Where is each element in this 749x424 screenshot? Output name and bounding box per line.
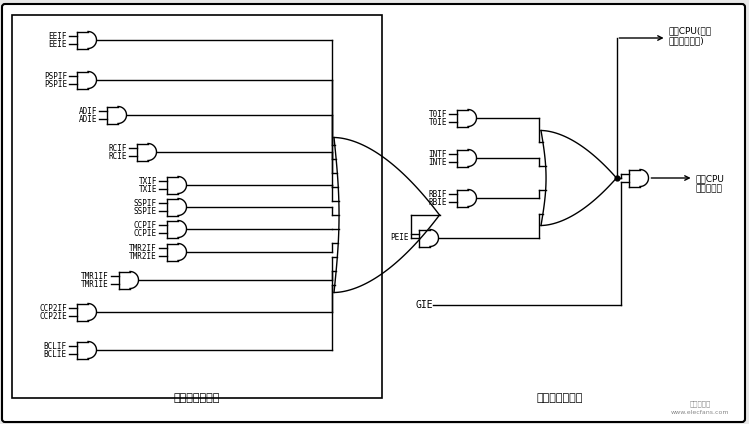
Text: ADIF: ADIF [79, 107, 97, 116]
Text: TXIF: TXIF [139, 177, 157, 186]
Text: ADIE: ADIE [79, 115, 97, 124]
Text: www.elecfans.com: www.elecfans.com [671, 410, 730, 415]
Text: PSPIE: PSPIE [44, 80, 67, 89]
Text: TXIE: TXIE [139, 185, 157, 194]
Text: RBIF: RBIF [428, 190, 447, 199]
Text: TMR1IE: TMR1IE [81, 280, 109, 289]
Text: CCPIE: CCPIE [134, 229, 157, 238]
Text: GIE: GIE [415, 300, 433, 310]
Text: T0IE: T0IE [428, 118, 447, 127]
Text: SSPIE: SSPIE [134, 207, 157, 216]
Text: INTE: INTE [428, 158, 447, 167]
Text: BCLIE: BCLIE [44, 350, 67, 359]
Text: PEIE: PEIE [390, 234, 409, 243]
FancyBboxPatch shape [12, 15, 382, 398]
Text: BCLIF: BCLIF [44, 342, 67, 351]
Text: INTF: INTF [428, 150, 447, 159]
Text: TMR2IE: TMR2IE [130, 252, 157, 261]
Text: RCIF: RCIF [109, 144, 127, 153]
Text: EEIE: EEIE [49, 40, 67, 49]
Text: T0IF: T0IF [428, 110, 447, 119]
Text: RBIE: RBIE [428, 198, 447, 207]
Text: RCIE: RCIE [109, 152, 127, 161]
Text: SSPIF: SSPIF [134, 199, 157, 208]
Text: 中断源第一梯隊: 中断源第一梯隊 [537, 393, 583, 403]
Text: CCP2IF: CCP2IF [39, 304, 67, 313]
Text: CCPIF: CCPIF [134, 221, 157, 230]
Text: TMR2IF: TMR2IF [130, 244, 157, 253]
Text: CCP2IE: CCP2IE [39, 312, 67, 321]
Text: PSPIF: PSPIF [44, 72, 67, 81]
Text: TMR1IF: TMR1IF [81, 272, 109, 281]
Text: 电子发烧友: 电子发烧友 [689, 401, 711, 407]
FancyBboxPatch shape [2, 4, 745, 422]
Text: 唤醒CPU(如果
处于睡眠模式): 唤醒CPU(如果 处于睡眠模式) [669, 26, 712, 46]
Text: 中断源第二梯隊: 中断源第二梯隊 [174, 393, 220, 403]
Text: 中断CPU
当前的程序: 中断CPU 当前的程序 [696, 174, 724, 194]
Text: EEIF: EEIF [49, 32, 67, 41]
